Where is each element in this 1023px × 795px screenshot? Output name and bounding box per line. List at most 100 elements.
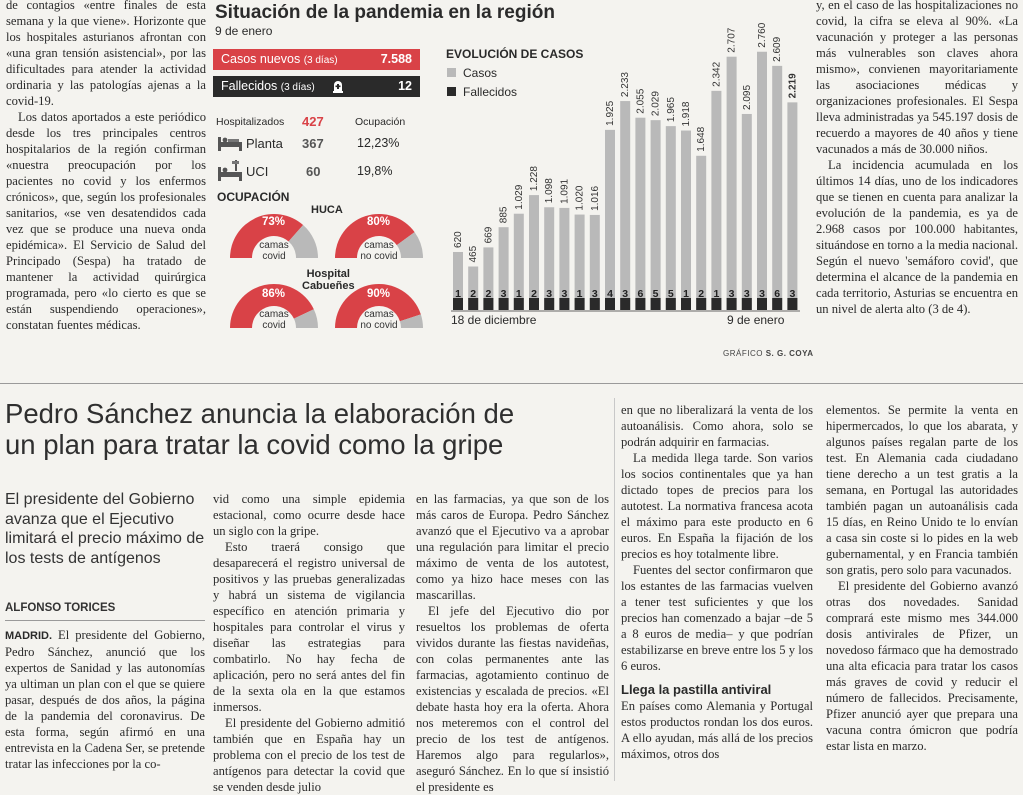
casos-value-label: 2.055 [635,88,646,113]
uci-ocupacion: 19,8% [357,164,393,178]
fallecidos-label: 3 [501,288,507,300]
fallecidos-label: 2 [470,288,476,300]
article-column-3: en las farmacias, ya que son de los más … [416,491,609,795]
article-column-4: en que no liberalizará la venta de los a… [621,402,813,762]
casos-bar [772,65,783,310]
casos-bar [468,266,479,310]
column-divider [614,398,615,781]
fallecidos-label: 3 [561,288,567,300]
casos-bar [726,56,737,310]
casos-value-label: 465 [468,245,479,262]
chart-title: EVOLUCIÓN DE CASOS [446,47,584,61]
paragraph: El presidente del Gobierno avanzó otras … [826,579,1018,753]
huca-label: HUCA [311,204,343,216]
credit-prefix: GRÁFICO [723,349,763,358]
paragraph: y, en el caso de las hospitalizaciones n… [816,0,1018,156]
casos-value-label: 2.219 [787,73,798,98]
paragraph: Esto traerá consigo que desaparecerá el … [213,540,405,714]
x-start-label: 18 de diciembre [451,313,537,327]
gauge-empty-arc [396,232,423,258]
fallecidos-bar [772,298,783,310]
casos-bar [635,117,646,310]
gauge-filled-arc [335,283,421,328]
paragraph: El jefe del Ejecutivo dio por resueltos … [416,604,609,794]
casos-value-label: 1.228 [529,166,540,191]
fallecidos-label: 6 [774,288,780,300]
fallecidos-bar [605,298,615,310]
article-byline: ALFONSO TORICES [5,602,116,614]
casos-bar [620,101,631,311]
infographic-date: 9 de enero [215,24,273,38]
gauge-filled-arc [230,214,304,258]
casos-value-label: 1.965 [666,97,677,122]
casos-bar [513,213,524,310]
planta-ocupacion: 12,23% [357,136,400,150]
casos-bar [757,51,767,310]
fallecidos-bar [741,298,752,310]
fallecidos-bar [453,298,463,310]
casos-bar [696,155,707,310]
infographic-title: Situación de la pandemia en la región [215,2,555,23]
fallecidos-bar [574,298,585,310]
casos-value-label: 1.020 [575,185,586,210]
casos-bar [544,207,555,310]
planta-value: 367 [302,136,324,151]
fallecidos-label: 3 [729,288,735,300]
fallecidos-bar [620,298,631,310]
tombstone-icon [333,81,343,93]
fallecidos-label: Fallecidos [221,79,278,93]
fallecidos-bar [650,298,661,310]
ocupacion-gauges [230,214,423,328]
casos-bar-chart: 162024652669388511.02921.22831.09831.091… [451,22,800,312]
casos-value-label: 885 [499,206,510,223]
fallecidos-sub: (3 días) [280,82,315,93]
paragraph: en las farmacias, ya que son de los más … [416,492,609,602]
paragraph: elementos. Se permite la venta en hiperm… [826,403,1018,577]
bed-icon [218,137,242,151]
casos-value-label: 2.760 [757,22,768,47]
article-column-1: MADRID. El presidente del Gobierno, Pedr… [5,627,205,772]
fallecidos-label: 5 [668,288,674,300]
paragraph: vid como una simple epidemia estacional,… [213,492,405,538]
ocupacion-label: Ocupación [355,116,406,128]
fallecidos-box: Fallecidos (3 días) 12 [213,76,420,97]
ocupacion-title: OCUPACIÓN [217,190,290,204]
casos-bar [787,102,798,311]
casos-value-label: 1.091 [559,178,570,203]
casos-value-label: 1.098 [544,178,555,203]
fallecidos-bar [726,298,737,310]
casos-value-label: 620 [453,231,464,248]
fallecidos-bar [544,298,555,310]
fallecidos-bar [483,298,494,310]
fallecidos-label: 3 [789,288,795,300]
casos-value-label: 2.233 [620,72,631,97]
fallecidos-label: 2 [485,288,491,300]
article-headline: Pedro Sánchez anuncia la elaboración de … [5,398,515,460]
fallecidos-label: 3 [622,288,628,300]
fallecidos-bar [559,298,570,310]
x-end-label: 9 de enero [727,313,785,327]
casos-value-label: 1.918 [681,101,692,126]
casos-bar [681,130,691,310]
casos-bar [589,214,600,310]
paragraph: Fuentes del sector confirmaron que los e… [621,563,813,673]
gauge-label: camas covid [259,309,289,331]
fallecidos-bar [681,298,691,310]
paragraph: El presidente del Gobierno admitió tambi… [213,716,405,794]
casos-value: 7.588 [380,52,412,66]
casos-value-label: 1.016 [590,185,601,210]
gauge-filled-arc [335,214,415,258]
casos-bar [574,214,585,310]
hospitalizados-label: Hospitalizados [216,116,285,128]
fallecidos-label: 1 [455,288,461,300]
casos-bar [498,227,509,310]
fallecidos-label: 3 [546,288,552,300]
dateline: MADRID. [5,630,53,642]
uci-label: UCI [246,164,269,179]
legend-swatch-casos [447,68,456,77]
casos-bar [741,113,752,310]
fallecidos-label: 1 [577,288,583,300]
casos-sub: (3 días) [303,55,338,66]
paragraph: de contagios «entre finales de esta sema… [6,0,206,108]
casos-bar [605,129,615,310]
